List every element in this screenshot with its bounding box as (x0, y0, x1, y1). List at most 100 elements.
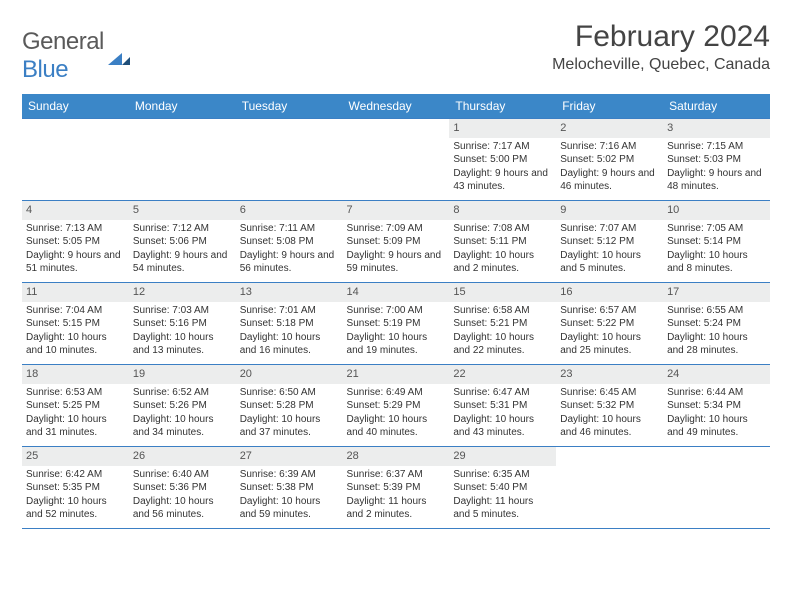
calendar-cell: 7Sunrise: 7:09 AMSunset: 5:09 PMDaylight… (343, 201, 450, 283)
day-number: 17 (663, 283, 770, 302)
calendar-cell: 13Sunrise: 7:01 AMSunset: 5:18 PMDayligh… (236, 283, 343, 365)
day-content: Sunrise: 7:11 AMSunset: 5:08 PMDaylight:… (236, 220, 343, 280)
day-content: Sunrise: 6:39 AMSunset: 5:38 PMDaylight:… (236, 466, 343, 526)
day-content: Sunrise: 6:44 AMSunset: 5:34 PMDaylight:… (663, 384, 770, 444)
calendar-table: SundayMondayTuesdayWednesdayThursdayFrid… (22, 94, 770, 529)
day-number: 20 (236, 365, 343, 384)
logo: General Blue (22, 28, 130, 84)
day-header: Monday (129, 94, 236, 119)
day-number: 26 (129, 447, 236, 466)
day-number: 18 (22, 365, 129, 384)
day-number: 4 (22, 201, 129, 220)
day-header: Sunday (22, 94, 129, 119)
day-number: 21 (343, 365, 450, 384)
day-number: 15 (449, 283, 556, 302)
day-number: 25 (22, 447, 129, 466)
day-content: Sunrise: 7:03 AMSunset: 5:16 PMDaylight:… (129, 302, 236, 362)
day-number: 10 (663, 201, 770, 220)
calendar-row: 1Sunrise: 7:17 AMSunset: 5:00 PMDaylight… (22, 119, 770, 201)
calendar-cell (22, 119, 129, 201)
day-number: 9 (556, 201, 663, 220)
month-title: February 2024 (552, 20, 770, 54)
calendar-cell: 22Sunrise: 6:47 AMSunset: 5:31 PMDayligh… (449, 365, 556, 447)
day-content: Sunrise: 7:00 AMSunset: 5:19 PMDaylight:… (343, 302, 450, 362)
calendar-cell: 28Sunrise: 6:37 AMSunset: 5:39 PMDayligh… (343, 447, 450, 529)
calendar-cell: 25Sunrise: 6:42 AMSunset: 5:35 PMDayligh… (22, 447, 129, 529)
calendar-cell: 4Sunrise: 7:13 AMSunset: 5:05 PMDaylight… (22, 201, 129, 283)
calendar-cell: 8Sunrise: 7:08 AMSunset: 5:11 PMDaylight… (449, 201, 556, 283)
day-content: Sunrise: 6:47 AMSunset: 5:31 PMDaylight:… (449, 384, 556, 444)
day-number: 28 (343, 447, 450, 466)
calendar-cell: 1Sunrise: 7:17 AMSunset: 5:00 PMDaylight… (449, 119, 556, 201)
logo-text: General Blue (22, 28, 104, 84)
day-number: 11 (22, 283, 129, 302)
day-header: Saturday (663, 94, 770, 119)
day-number: 7 (343, 201, 450, 220)
calendar-body: 1Sunrise: 7:17 AMSunset: 5:00 PMDaylight… (22, 119, 770, 529)
day-content: Sunrise: 6:45 AMSunset: 5:32 PMDaylight:… (556, 384, 663, 444)
calendar-cell (343, 119, 450, 201)
day-number: 2 (556, 119, 663, 138)
day-content: Sunrise: 7:09 AMSunset: 5:09 PMDaylight:… (343, 220, 450, 280)
day-content: Sunrise: 7:04 AMSunset: 5:15 PMDaylight:… (22, 302, 129, 362)
day-number: 12 (129, 283, 236, 302)
calendar-cell: 26Sunrise: 6:40 AMSunset: 5:36 PMDayligh… (129, 447, 236, 529)
calendar-cell: 6Sunrise: 7:11 AMSunset: 5:08 PMDaylight… (236, 201, 343, 283)
day-content: Sunrise: 6:40 AMSunset: 5:36 PMDaylight:… (129, 466, 236, 526)
header: General Blue February 2024 Melocheville,… (22, 20, 770, 84)
calendar-cell: 12Sunrise: 7:03 AMSunset: 5:16 PMDayligh… (129, 283, 236, 365)
logo-shape-icon (108, 47, 130, 65)
day-content: Sunrise: 7:05 AMSunset: 5:14 PMDaylight:… (663, 220, 770, 280)
day-number: 8 (449, 201, 556, 220)
day-number: 1 (449, 119, 556, 138)
calendar-cell: 3Sunrise: 7:15 AMSunset: 5:03 PMDaylight… (663, 119, 770, 201)
logo-word-a: General (22, 28, 104, 55)
day-header: Friday (556, 94, 663, 119)
calendar-cell: 24Sunrise: 6:44 AMSunset: 5:34 PMDayligh… (663, 365, 770, 447)
calendar-cell: 19Sunrise: 6:52 AMSunset: 5:26 PMDayligh… (129, 365, 236, 447)
day-content: Sunrise: 6:50 AMSunset: 5:28 PMDaylight:… (236, 384, 343, 444)
day-number: 3 (663, 119, 770, 138)
day-content: Sunrise: 6:57 AMSunset: 5:22 PMDaylight:… (556, 302, 663, 362)
day-number: 14 (343, 283, 450, 302)
calendar-row: 25Sunrise: 6:42 AMSunset: 5:35 PMDayligh… (22, 447, 770, 529)
day-number: 24 (663, 365, 770, 384)
day-content: Sunrise: 6:53 AMSunset: 5:25 PMDaylight:… (22, 384, 129, 444)
location: Melocheville, Quebec, Canada (552, 56, 770, 74)
day-number: 19 (129, 365, 236, 384)
calendar-cell (663, 447, 770, 529)
calendar-cell (556, 447, 663, 529)
calendar-cell: 27Sunrise: 6:39 AMSunset: 5:38 PMDayligh… (236, 447, 343, 529)
calendar-cell: 21Sunrise: 6:49 AMSunset: 5:29 PMDayligh… (343, 365, 450, 447)
day-number: 16 (556, 283, 663, 302)
day-content: Sunrise: 7:07 AMSunset: 5:12 PMDaylight:… (556, 220, 663, 280)
calendar-cell (236, 119, 343, 201)
day-content: Sunrise: 6:49 AMSunset: 5:29 PMDaylight:… (343, 384, 450, 444)
day-content: Sunrise: 7:13 AMSunset: 5:05 PMDaylight:… (22, 220, 129, 280)
day-content: Sunrise: 6:58 AMSunset: 5:21 PMDaylight:… (449, 302, 556, 362)
title-block: February 2024 Melocheville, Quebec, Cana… (552, 20, 770, 74)
calendar-row: 18Sunrise: 6:53 AMSunset: 5:25 PMDayligh… (22, 365, 770, 447)
calendar-cell: 16Sunrise: 6:57 AMSunset: 5:22 PMDayligh… (556, 283, 663, 365)
day-content: Sunrise: 6:35 AMSunset: 5:40 PMDaylight:… (449, 466, 556, 526)
calendar-cell: 23Sunrise: 6:45 AMSunset: 5:32 PMDayligh… (556, 365, 663, 447)
calendar-cell: 9Sunrise: 7:07 AMSunset: 5:12 PMDaylight… (556, 201, 663, 283)
day-content: Sunrise: 7:12 AMSunset: 5:06 PMDaylight:… (129, 220, 236, 280)
day-number: 6 (236, 201, 343, 220)
day-content: Sunrise: 7:01 AMSunset: 5:18 PMDaylight:… (236, 302, 343, 362)
calendar-cell: 15Sunrise: 6:58 AMSunset: 5:21 PMDayligh… (449, 283, 556, 365)
calendar-cell: 11Sunrise: 7:04 AMSunset: 5:15 PMDayligh… (22, 283, 129, 365)
day-content: Sunrise: 6:52 AMSunset: 5:26 PMDaylight:… (129, 384, 236, 444)
calendar-row: 11Sunrise: 7:04 AMSunset: 5:15 PMDayligh… (22, 283, 770, 365)
day-number: 23 (556, 365, 663, 384)
day-content: Sunrise: 7:15 AMSunset: 5:03 PMDaylight:… (663, 138, 770, 198)
day-header: Tuesday (236, 94, 343, 119)
calendar-cell: 18Sunrise: 6:53 AMSunset: 5:25 PMDayligh… (22, 365, 129, 447)
day-content: Sunrise: 6:55 AMSunset: 5:24 PMDaylight:… (663, 302, 770, 362)
logo-word-b: Blue (22, 56, 68, 83)
day-number: 5 (129, 201, 236, 220)
calendar-cell: 10Sunrise: 7:05 AMSunset: 5:14 PMDayligh… (663, 201, 770, 283)
calendar-cell: 17Sunrise: 6:55 AMSunset: 5:24 PMDayligh… (663, 283, 770, 365)
calendar-cell: 2Sunrise: 7:16 AMSunset: 5:02 PMDaylight… (556, 119, 663, 201)
day-header: Thursday (449, 94, 556, 119)
